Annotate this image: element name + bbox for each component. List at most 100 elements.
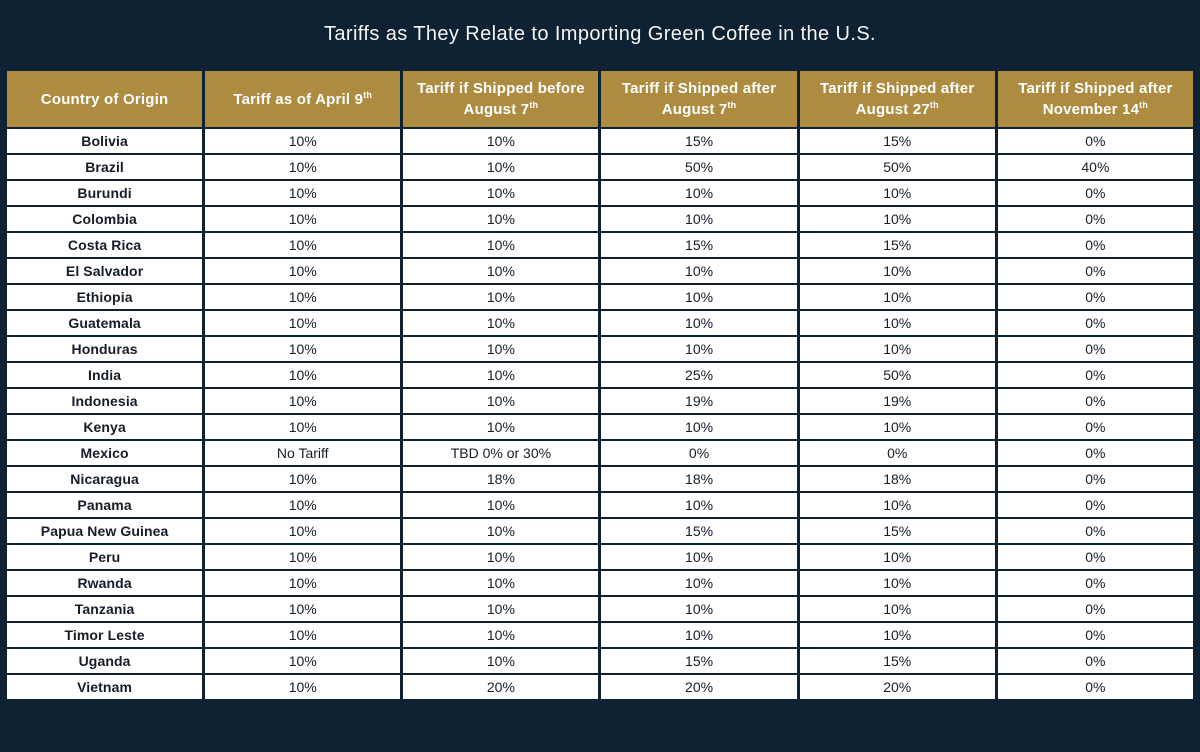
- table-row: Mexico No Tariff TBD 0% or 30% 0% 0% 0%: [3, 439, 1197, 467]
- column-header-superscript: th: [363, 89, 373, 100]
- tariff-cell: 10%: [202, 127, 404, 155]
- tariff-cell: 10%: [400, 621, 602, 649]
- tariff-cell: 50%: [598, 153, 800, 181]
- tariff-cell: 10%: [400, 257, 602, 285]
- tariff-cell: 10%: [796, 179, 998, 207]
- tariff-cell: 0%: [994, 517, 1197, 545]
- tariff-cell: 10%: [202, 569, 404, 597]
- table-row: Rwanda 10% 10% 10% 10% 0%: [3, 569, 1197, 597]
- tariff-cell: 10%: [202, 543, 404, 571]
- tariff-cell: 10%: [598, 283, 800, 311]
- country-cell: Nicaragua: [3, 465, 206, 493]
- column-header-superscript: th: [727, 100, 737, 110]
- tariff-cell: 10%: [400, 413, 602, 441]
- tariff-cell: 0%: [994, 127, 1197, 155]
- tariff-cell: 10%: [202, 413, 404, 441]
- tariff-cell: TBD 0% or 30%: [400, 439, 602, 467]
- country-cell: Guatemala: [3, 309, 206, 337]
- tariff-cell: 0%: [994, 595, 1197, 623]
- column-header-4: Tariff if Shipped after August 27th: [796, 69, 998, 129]
- header-row: Country of Origin Tariff as of April 9th T…: [3, 69, 1197, 129]
- tariff-cell: 10%: [796, 335, 998, 363]
- table-row: Panama 10% 10% 10% 10% 0%: [3, 491, 1197, 519]
- table-row: Papua New Guinea 10% 10% 15% 15% 0%: [3, 517, 1197, 545]
- country-cell: Panama: [3, 491, 206, 519]
- tariff-cell: 10%: [400, 517, 602, 545]
- country-cell: Kenya: [3, 413, 206, 441]
- tariff-cell: 10%: [598, 413, 800, 441]
- tariff-cell: 0%: [994, 205, 1197, 233]
- tariff-cell: 10%: [202, 205, 404, 233]
- tariff-cell: 0%: [994, 673, 1197, 701]
- tariff-cell: 15%: [796, 231, 998, 259]
- tariff-cell: 50%: [796, 361, 998, 389]
- tariff-cell: 10%: [598, 491, 800, 519]
- tariff-cell: 19%: [598, 387, 800, 415]
- country-cell: Costa Rica: [3, 231, 206, 259]
- tariff-cell: 10%: [400, 335, 602, 363]
- tariff-cell: 0%: [994, 335, 1197, 363]
- tariff-cell: 10%: [202, 647, 404, 675]
- tariff-cell: 18%: [796, 465, 998, 493]
- tariff-cell: 15%: [796, 127, 998, 155]
- country-cell: Ethiopia: [3, 283, 206, 311]
- tariff-cell: 10%: [400, 205, 602, 233]
- country-cell: India: [3, 361, 206, 389]
- tariff-cell: 15%: [598, 517, 800, 545]
- tariff-cell: No Tariff: [202, 439, 404, 467]
- tariff-cell: 10%: [400, 179, 602, 207]
- tariff-cell: 10%: [796, 257, 998, 285]
- table-row: Kenya 10% 10% 10% 10% 0%: [3, 413, 1197, 441]
- tariff-cell: 25%: [598, 361, 800, 389]
- country-cell: Bolivia: [3, 127, 206, 155]
- country-cell: Timor Leste: [3, 621, 206, 649]
- tariff-cell: 0%: [994, 231, 1197, 259]
- country-cell: Peru: [3, 543, 206, 571]
- tariff-cell: 10%: [202, 595, 404, 623]
- tariff-cell: 0%: [994, 309, 1197, 337]
- tariff-cell: 15%: [598, 231, 800, 259]
- tariff-cell: 0%: [796, 439, 998, 467]
- column-header-label: Tariff as of April 9: [233, 90, 364, 108]
- title-bar: Tariffs as They Relate to Importing Gree…: [0, 0, 1200, 69]
- country-cell: Indonesia: [3, 387, 206, 415]
- table-row: Indonesia 10% 10% 19% 19% 0%: [3, 387, 1197, 415]
- tariff-cell: 10%: [598, 595, 800, 623]
- tariff-cell: 10%: [796, 309, 998, 337]
- column-header-0: Country of Origin: [3, 69, 206, 129]
- tariff-cell: 10%: [202, 231, 404, 259]
- column-header-3: Tariff if Shipped after August 7th: [598, 69, 800, 129]
- tariff-table: Country of Origin Tariff as of April 9th T…: [3, 69, 1197, 701]
- tariff-cell: 0%: [994, 465, 1197, 493]
- tariff-cell: 15%: [796, 517, 998, 545]
- tariff-cell: 10%: [202, 621, 404, 649]
- column-header-superscript: th: [929, 100, 939, 110]
- tariff-cell: 10%: [202, 283, 404, 311]
- tariff-cell: 40%: [994, 153, 1197, 181]
- tariff-cell: 10%: [796, 569, 998, 597]
- tariff-cell: 10%: [598, 205, 800, 233]
- column-header-label: Country of Origin: [40, 90, 169, 108]
- country-cell: El Salvador: [3, 257, 206, 285]
- tariff-cell: 10%: [202, 179, 404, 207]
- tariff-cell: 0%: [598, 439, 800, 467]
- tariff-cell: 0%: [994, 647, 1197, 675]
- tariff-cell: 10%: [202, 673, 404, 701]
- table-row: Guatemala 10% 10% 10% 10% 0%: [3, 309, 1197, 337]
- table-row: El Salvador 10% 10% 10% 10% 0%: [3, 257, 1197, 285]
- table-row: Bolivia 10% 10% 15% 15% 0%: [3, 127, 1197, 155]
- column-header-label: Tariff if Shipped after August 7: [621, 80, 777, 118]
- tariff-cell: 10%: [796, 205, 998, 233]
- column-header-label: Tariff if Shipped after August 27: [820, 80, 975, 118]
- tariff-cell: 10%: [598, 309, 800, 337]
- tariff-cell: 10%: [598, 543, 800, 571]
- tariff-cell: 0%: [994, 569, 1197, 597]
- tariff-cell: 0%: [994, 179, 1197, 207]
- tariff-cell: 0%: [994, 257, 1197, 285]
- tariff-cell: 10%: [598, 257, 800, 285]
- table-row: Tanzania 10% 10% 10% 10% 0%: [3, 595, 1197, 623]
- tariff-cell: 10%: [598, 621, 800, 649]
- tariff-cell: 10%: [400, 127, 602, 155]
- tariff-cell: 10%: [400, 569, 602, 597]
- tariff-cell: 10%: [400, 647, 602, 675]
